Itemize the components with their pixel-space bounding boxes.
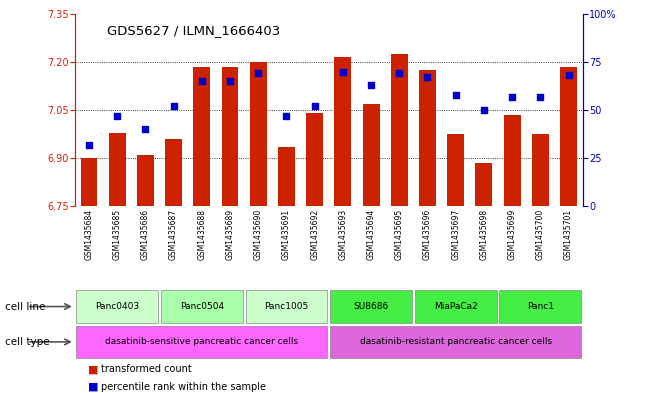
- Bar: [137, 155, 154, 206]
- Text: ■: ■: [88, 364, 98, 375]
- Point: [281, 113, 292, 119]
- Text: GSM1435699: GSM1435699: [508, 209, 517, 260]
- Bar: [306, 113, 323, 206]
- Text: percentile rank within the sample: percentile rank within the sample: [101, 382, 266, 392]
- Point: [225, 78, 235, 84]
- Text: Panc0403: Panc0403: [95, 302, 139, 311]
- Text: GSM1435686: GSM1435686: [141, 209, 150, 260]
- Point: [450, 92, 461, 98]
- Bar: [447, 134, 464, 206]
- Text: GSM1435695: GSM1435695: [395, 209, 404, 260]
- Text: cell type: cell type: [5, 337, 50, 347]
- Text: dasatinib-resistant pancreatic cancer cells: dasatinib-resistant pancreatic cancer ce…: [359, 338, 552, 346]
- Point: [507, 94, 518, 100]
- Text: Panc0504: Panc0504: [180, 302, 224, 311]
- Bar: [532, 134, 549, 206]
- Bar: [475, 163, 492, 206]
- Bar: [335, 57, 352, 206]
- Text: GSM1435685: GSM1435685: [113, 209, 122, 260]
- Point: [112, 113, 122, 119]
- Text: GSM1435690: GSM1435690: [254, 209, 263, 260]
- Point: [422, 74, 433, 81]
- Bar: [391, 54, 408, 206]
- Bar: [330, 326, 581, 358]
- Text: GSM1435684: GSM1435684: [85, 209, 94, 260]
- Bar: [330, 290, 412, 323]
- Bar: [161, 290, 243, 323]
- Bar: [499, 290, 581, 323]
- Text: GSM1435692: GSM1435692: [310, 209, 319, 260]
- Point: [253, 70, 264, 77]
- Bar: [419, 70, 436, 206]
- Point: [169, 103, 179, 109]
- Text: GSM1435698: GSM1435698: [479, 209, 488, 260]
- Text: transformed count: transformed count: [101, 364, 191, 375]
- Point: [197, 78, 207, 84]
- Text: GSM1435688: GSM1435688: [197, 209, 206, 260]
- Bar: [193, 67, 210, 206]
- Text: GSM1435700: GSM1435700: [536, 209, 545, 260]
- Bar: [76, 326, 327, 358]
- Text: dasatinib-sensitive pancreatic cancer cells: dasatinib-sensitive pancreatic cancer ce…: [105, 338, 298, 346]
- Point: [140, 126, 150, 132]
- Text: GSM1435701: GSM1435701: [564, 209, 573, 260]
- Point: [338, 68, 348, 75]
- Bar: [560, 67, 577, 206]
- Point: [366, 82, 376, 88]
- Text: SU8686: SU8686: [353, 302, 389, 311]
- Text: GDS5627 / ILMN_1666403: GDS5627 / ILMN_1666403: [107, 24, 281, 37]
- Text: GSM1435691: GSM1435691: [282, 209, 291, 260]
- Bar: [245, 290, 327, 323]
- Point: [394, 70, 404, 77]
- Point: [309, 103, 320, 109]
- Text: GSM1435697: GSM1435697: [451, 209, 460, 260]
- Text: MiaPaCa2: MiaPaCa2: [434, 302, 478, 311]
- Text: GSM1435687: GSM1435687: [169, 209, 178, 260]
- Bar: [504, 115, 521, 206]
- Text: cell line: cell line: [5, 301, 46, 312]
- Bar: [250, 62, 267, 206]
- Point: [84, 141, 94, 148]
- Text: Panc1005: Panc1005: [264, 302, 309, 311]
- Bar: [278, 147, 295, 206]
- Bar: [363, 104, 380, 206]
- Text: ■: ■: [88, 382, 98, 392]
- Point: [535, 94, 546, 100]
- Text: GSM1435694: GSM1435694: [367, 209, 376, 260]
- Bar: [81, 158, 98, 206]
- Bar: [221, 67, 238, 206]
- Point: [478, 107, 489, 113]
- Point: [563, 72, 574, 79]
- Text: GSM1435693: GSM1435693: [339, 209, 348, 260]
- Bar: [109, 132, 126, 206]
- Text: GSM1435689: GSM1435689: [225, 209, 234, 260]
- Bar: [415, 290, 497, 323]
- Bar: [76, 290, 158, 323]
- Bar: [165, 139, 182, 206]
- Text: Panc1: Panc1: [527, 302, 554, 311]
- Text: GSM1435696: GSM1435696: [423, 209, 432, 260]
